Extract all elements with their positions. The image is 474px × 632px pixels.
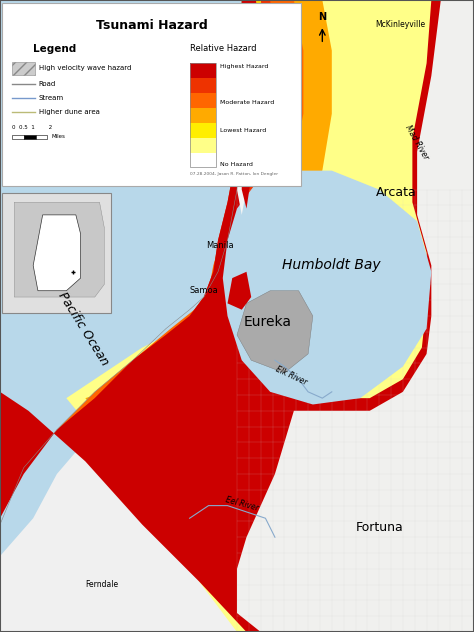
Text: Moderate Hazard: Moderate Hazard [220, 100, 274, 106]
Polygon shape [218, 190, 427, 392]
Text: 0  0.5  1        2: 0 0.5 1 2 [12, 125, 52, 130]
Polygon shape [237, 291, 313, 373]
Text: Highest Hazard: Highest Hazard [220, 64, 269, 69]
Text: Stream: Stream [39, 95, 64, 101]
Polygon shape [237, 0, 265, 215]
Polygon shape [57, 0, 474, 632]
Bar [190, 63, 216, 78]
FancyBboxPatch shape [2, 3, 301, 186]
Text: High velocity wave hazard: High velocity wave hazard [39, 65, 131, 71]
Polygon shape [33, 215, 81, 291]
Text: Fortuna: Fortuna [356, 521, 403, 534]
Text: No Hazard: No Hazard [220, 162, 253, 167]
Bar [190, 108, 216, 123]
Polygon shape [66, 0, 474, 632]
Polygon shape [228, 272, 251, 310]
Text: Samoa: Samoa [190, 286, 218, 295]
Polygon shape [237, 0, 265, 177]
Polygon shape [85, 0, 474, 632]
Polygon shape [237, 0, 474, 632]
Text: Relative Hazard: Relative Hazard [190, 44, 256, 53]
Text: Manila: Manila [207, 241, 234, 250]
Text: Eel River: Eel River [224, 495, 259, 513]
FancyBboxPatch shape [2, 193, 111, 313]
Text: Road: Road [39, 81, 56, 87]
Bar [190, 152, 216, 167]
Text: Ferndale: Ferndale [85, 580, 118, 589]
Text: N: N [318, 12, 327, 22]
Text: McKinleyville: McKinleyville [375, 20, 426, 28]
Bar [24, 135, 36, 139]
Text: 07.28.2004, Jason R. Patton, Ion Dengler: 07.28.2004, Jason R. Patton, Ion Dengler [190, 172, 278, 176]
Bar [190, 123, 216, 138]
Text: Lowest Hazard: Lowest Hazard [220, 128, 267, 133]
Text: Higher dune area: Higher dune area [39, 109, 100, 115]
Polygon shape [223, 171, 431, 404]
Text: Elk River: Elk River [274, 365, 309, 387]
Polygon shape [24, 0, 474, 632]
Bar [36, 135, 47, 139]
Bar [190, 63, 216, 167]
Polygon shape [242, 0, 261, 209]
Text: Tsunami Hazard: Tsunami Hazard [96, 19, 208, 32]
Text: Arcata: Arcata [375, 186, 416, 199]
Bar [190, 138, 216, 152]
Bar [190, 78, 216, 93]
Text: Eureka: Eureka [244, 315, 292, 329]
FancyBboxPatch shape [12, 62, 35, 75]
Text: Legend: Legend [33, 44, 76, 54]
Text: Mad River: Mad River [404, 123, 430, 161]
Polygon shape [14, 202, 104, 297]
Text: Miles: Miles [51, 134, 65, 139]
Bar [190, 93, 216, 108]
Text: Humboldt Bay: Humboldt Bay [283, 258, 381, 272]
Text: Pacific Ocean: Pacific Ocean [55, 289, 111, 368]
Bar [12, 135, 24, 139]
